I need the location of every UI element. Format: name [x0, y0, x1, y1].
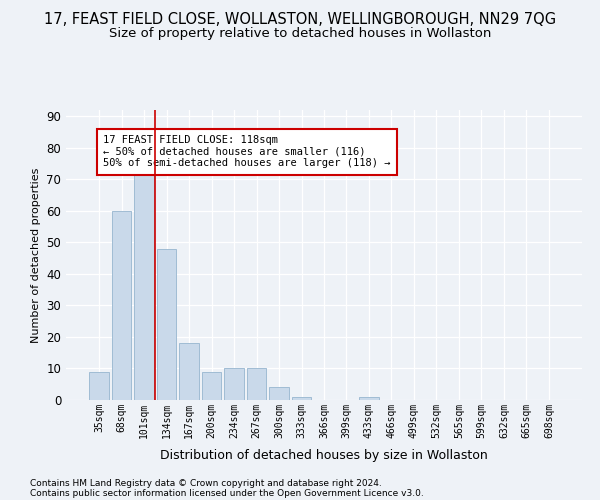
- Bar: [134, 170, 154, 400]
- Text: Size of property relative to detached houses in Wollaston: Size of property relative to detached ho…: [109, 28, 491, 40]
- Text: 17, FEAST FIELD CLOSE, WOLLASTON, WELLINGBOROUGH, NN29 7QG: 17, FEAST FIELD CLOSE, WOLLASTON, WELLIN…: [44, 12, 556, 28]
- Text: Contains public sector information licensed under the Open Government Licence v3: Contains public sector information licen…: [30, 488, 424, 498]
- Bar: [89, 372, 109, 400]
- Bar: [202, 372, 221, 400]
- Text: Contains HM Land Registry data © Crown copyright and database right 2024.: Contains HM Land Registry data © Crown c…: [30, 478, 382, 488]
- Bar: [224, 368, 244, 400]
- Y-axis label: Number of detached properties: Number of detached properties: [31, 168, 41, 342]
- Bar: [247, 368, 266, 400]
- X-axis label: Distribution of detached houses by size in Wollaston: Distribution of detached houses by size …: [160, 449, 488, 462]
- Text: 17 FEAST FIELD CLOSE: 118sqm
← 50% of detached houses are smaller (116)
50% of s: 17 FEAST FIELD CLOSE: 118sqm ← 50% of de…: [103, 135, 391, 168]
- Bar: [269, 388, 289, 400]
- Bar: [292, 397, 311, 400]
- Bar: [179, 344, 199, 400]
- Bar: [157, 248, 176, 400]
- Bar: [359, 397, 379, 400]
- Bar: [112, 211, 131, 400]
